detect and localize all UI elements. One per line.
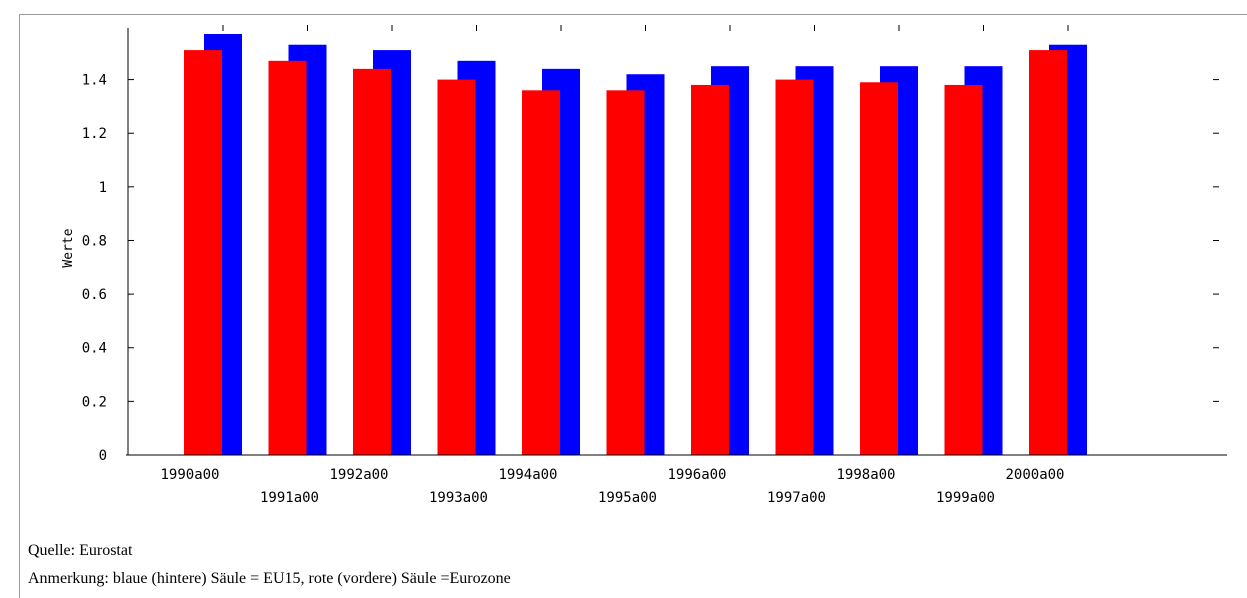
y-tick-label-3: 0.6 xyxy=(82,287,107,303)
source-note: Quelle: Eurostat xyxy=(28,542,133,559)
bar-eurozone-1995a00 xyxy=(606,90,645,455)
y-tick-label-0: 0 xyxy=(99,448,107,464)
x-tick-label-2000a00: 2000a00 xyxy=(1005,467,1064,483)
bar-eurozone-1990a00 xyxy=(184,50,222,455)
x-tick-label-1991a00: 1991a00 xyxy=(260,490,319,506)
x-tick-label-1998a00: 1998a00 xyxy=(836,467,895,483)
bar-eurozone-1997a00 xyxy=(775,79,814,455)
bar-eurozone-1993a00 xyxy=(437,79,476,455)
bar-eurozone-2000a00 xyxy=(1029,50,1067,455)
bars-group xyxy=(184,34,1087,456)
x-tick-label-1999a00: 1999a00 xyxy=(936,490,995,506)
y-tick-label-4: 0.8 xyxy=(82,233,107,249)
bar-eurozone-1999a00 xyxy=(944,84,983,456)
bar-eurozone-1996a00 xyxy=(691,84,729,456)
y-tick-label-1: 0.2 xyxy=(82,394,107,410)
y-tick-label-7: 1.4 xyxy=(82,73,107,89)
x-tick-label-1992a00: 1992a00 xyxy=(329,467,388,483)
bar-eurozone-1992a00 xyxy=(353,68,391,456)
bar-eurozone-1998a00 xyxy=(860,82,898,455)
bar-chart: 1990a00 1991a00 1992a00 1993a00 1994a00 1995a… xyxy=(61,25,1227,506)
x-tick-label-1990a00: 1990a00 xyxy=(160,467,219,483)
x-tick-label-1996a00: 1996a00 xyxy=(667,467,726,483)
axes-group: 1990a00 1991a00 1992a00 1993a00 1994a00 1995a… xyxy=(82,25,1227,506)
x-tick-label-1997a00: 1997a00 xyxy=(767,490,826,506)
x-tick-label-1994a00: 1994a00 xyxy=(498,467,557,483)
remark-note: Anmerkung: blaue (hintere) Säule = EU15,… xyxy=(28,570,511,587)
y-tick-label-5: 1 xyxy=(99,180,107,196)
y-tick-label-2: 0.4 xyxy=(82,341,107,357)
bar-eurozone-1991a00 xyxy=(268,60,307,456)
y-tick-label-6: 1.2 xyxy=(82,126,107,142)
bar-eurozone-1994a00 xyxy=(522,90,560,455)
y-axis-title: Werte xyxy=(61,228,76,267)
x-tick-label-1993a00: 1993a00 xyxy=(429,490,488,506)
x-tick-label-1995a00: 1995a00 xyxy=(598,490,657,506)
chart-notes: Quelle: Eurostat Anmerkung: blaue (hinte… xyxy=(28,542,511,598)
